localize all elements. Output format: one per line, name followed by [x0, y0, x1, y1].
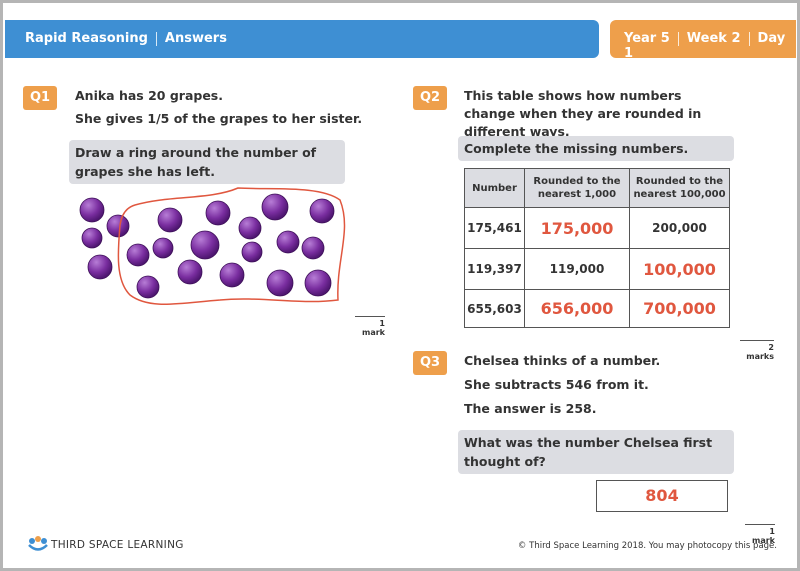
answer-cell: 700,000 [629, 289, 730, 328]
question-label: Q3 [413, 351, 447, 375]
prompt: What was the number Chelsea first though… [458, 430, 734, 474]
prompt: Draw a ring around the number of grapes … [69, 140, 345, 184]
prompt: Complete the missing numbers. [458, 136, 734, 161]
table-cell: 119,397 [464, 248, 525, 290]
tag: Week 2 [686, 31, 741, 46]
answer-cell: 100,000 [629, 248, 730, 290]
question-text: This table shows how numbers change when… [464, 88, 702, 139]
grapes [79, 187, 346, 305]
question-text: She gives 1/5 of the grapes to her siste… [75, 111, 363, 126]
answer-cell: 656,000 [524, 289, 630, 328]
logo-text: THIRD SPACE LEARNING [51, 539, 184, 551]
marks: 2 marks [740, 340, 774, 361]
question-text: She subtracts 546 from it. [464, 377, 649, 392]
answer-box: 804 [596, 480, 728, 512]
tag: Day 1 [624, 31, 786, 61]
answer-cell: 175,000 [524, 207, 630, 249]
question-text: Chelsea thinks of a number. [464, 353, 661, 368]
tags: Year 5 Week 2 Day 1 [610, 20, 796, 61]
logo-icon [28, 536, 48, 551]
table-cell: 200,000 [629, 207, 730, 249]
rounding-table: Number Rounded to the nearest 1,000 Rounde… [464, 168, 730, 328]
copyright: © Third Space Learning 2018. You may pho… [517, 541, 777, 551]
question-text: Anika has 20 grapes. [75, 88, 223, 103]
question-label: Q2 [413, 86, 447, 110]
subtitle: Answers [164, 31, 227, 46]
marks: 1 mark [355, 316, 385, 337]
header-bar: Rapid Reasoning Answers [5, 20, 599, 58]
table-cell: 175,461 [464, 207, 525, 249]
marks: 1 mark [745, 524, 775, 545]
title: Rapid Reasoning [25, 31, 148, 46]
table-cell: 655,603 [464, 289, 525, 328]
table-header: Rounded to the nearest 1,000 [524, 168, 630, 208]
table-header: Rounded to the nearest 100,000 [629, 168, 730, 208]
question-text: The answer is 258. [464, 401, 597, 416]
question-label: Q1 [23, 86, 57, 110]
table-header: Number [464, 168, 525, 208]
table-cell: 119,000 [524, 248, 630, 290]
tag: Year 5 [624, 31, 670, 46]
